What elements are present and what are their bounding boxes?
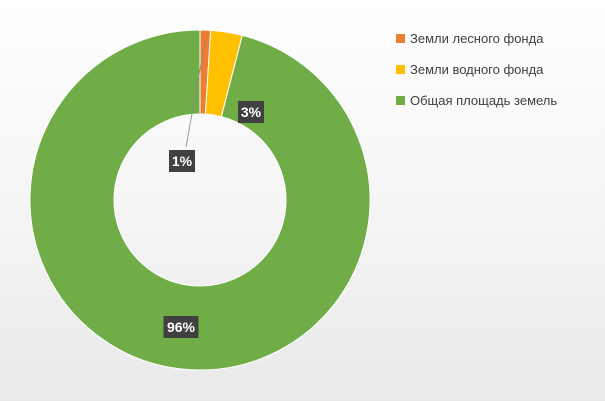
legend-swatch-forest (396, 33, 405, 43)
legend-swatch-total (396, 95, 405, 105)
data-label-bg-forest (169, 150, 195, 172)
donut-slice-total (29, 29, 371, 371)
legend-item-water: Земли водного фонда (396, 59, 557, 79)
legend-label-water: Земли водного фонда (410, 61, 544, 77)
legend-label-forest: Земли лесного фонда (410, 30, 544, 46)
data-label-total: 96% (167, 319, 196, 335)
legend-item-total: Общая площадь земель (396, 90, 557, 110)
donut-segments (29, 29, 371, 371)
data-labels: 1% 3% 96% (163, 42, 264, 338)
data-label-bg-total (163, 316, 199, 338)
chart-legend: Земли лесного фонда Земли водного фонда … (396, 28, 557, 121)
data-label-bg-water (238, 101, 264, 123)
data-label-forest: 1% (172, 153, 193, 169)
data-label-water: 3% (241, 104, 262, 120)
legend-label-total: Общая площадь земель (410, 92, 558, 108)
legend-item-forest: Земли лесного фонда (396, 28, 557, 48)
leader-line-forest (185, 42, 206, 148)
legend-swatch-water (396, 64, 405, 74)
